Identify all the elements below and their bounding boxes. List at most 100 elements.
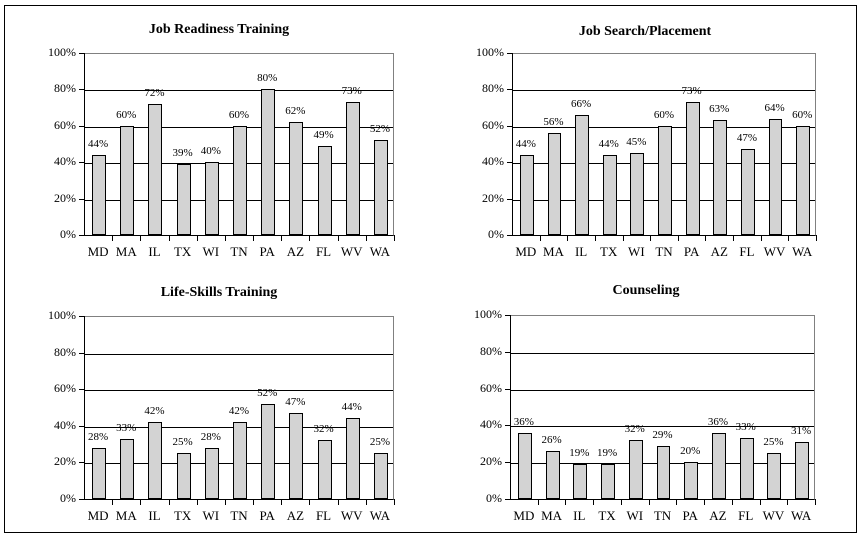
x-tick bbox=[253, 499, 255, 505]
x-category-label: PA bbox=[259, 508, 275, 523]
y-tick-label: 0% bbox=[60, 227, 76, 241]
bar-fl bbox=[317, 440, 332, 499]
x-category-label: MA bbox=[115, 508, 137, 523]
x-category-label: FL bbox=[739, 244, 755, 259]
x-category-label: TX bbox=[173, 244, 192, 259]
y-tick-label: 80% bbox=[54, 81, 76, 96]
figure-frame bbox=[4, 5, 857, 533]
chart-title: Counseling bbox=[612, 283, 680, 298]
x-category-label: WV bbox=[340, 508, 363, 523]
bar-wi bbox=[628, 440, 643, 499]
bar-il bbox=[148, 422, 163, 499]
x-tick bbox=[537, 499, 539, 505]
bar-value-label: 56% bbox=[543, 116, 564, 129]
bar-pa bbox=[261, 89, 276, 235]
bar-value-label: 52% bbox=[257, 386, 278, 399]
x-tick bbox=[622, 235, 624, 241]
x-tick bbox=[593, 499, 595, 505]
x-tick bbox=[365, 499, 367, 505]
x-tick bbox=[309, 235, 311, 241]
bar-value-label: 47% bbox=[736, 132, 757, 145]
plot-area bbox=[505, 315, 816, 505]
y-tick-label: 40% bbox=[54, 154, 76, 169]
y-tick-label: 20% bbox=[482, 190, 504, 205]
y-tick bbox=[507, 162, 513, 164]
gridline bbox=[511, 426, 814, 428]
x-category-label: MD bbox=[515, 244, 537, 259]
x-tick bbox=[704, 499, 706, 505]
x-tick bbox=[788, 235, 790, 241]
bar-value-label: 32% bbox=[313, 423, 334, 436]
x-category-label: MD bbox=[513, 508, 535, 523]
bar-value-label: 80% bbox=[257, 72, 278, 85]
y-tick-label: 80% bbox=[482, 81, 504, 96]
y-tick-label: 40% bbox=[480, 417, 502, 432]
y-tick-label: 60% bbox=[54, 381, 76, 396]
plot-area bbox=[79, 53, 395, 241]
bar-value-label: 19% bbox=[569, 447, 590, 460]
bar-ma bbox=[545, 451, 560, 499]
x-tick bbox=[594, 235, 596, 241]
y-tick bbox=[507, 125, 513, 127]
y-tick-label: 60% bbox=[54, 117, 76, 132]
bar-md bbox=[519, 154, 534, 235]
y-tick bbox=[505, 315, 511, 316]
x-category-label: WV bbox=[763, 244, 786, 259]
x-tick bbox=[365, 235, 367, 241]
bar-value-label: 31% bbox=[791, 424, 812, 437]
gridline bbox=[513, 90, 815, 92]
y-tick-label: 60% bbox=[482, 117, 504, 132]
y-tick-label: 80% bbox=[480, 343, 502, 358]
bar-tx bbox=[602, 154, 617, 235]
x-tick bbox=[816, 235, 817, 241]
chart-title: Job Readiness Training bbox=[148, 22, 290, 37]
bar-value-label: 36% bbox=[707, 415, 729, 428]
y-tick-label: 20% bbox=[54, 454, 76, 469]
bar-tn bbox=[658, 125, 672, 235]
x-category-label: MA bbox=[542, 244, 564, 259]
x-tick bbox=[815, 499, 816, 505]
bar-tx bbox=[176, 164, 191, 235]
x-category-label: PA bbox=[259, 244, 275, 259]
x-category-label: WV bbox=[340, 244, 363, 259]
x-category-label: FL bbox=[738, 508, 754, 523]
bar-value-label: 49% bbox=[313, 128, 334, 141]
x-tick bbox=[168, 235, 170, 241]
y-tick-label: 60% bbox=[480, 380, 502, 395]
x-category-label: WA bbox=[791, 508, 812, 523]
x-category-label: AZ bbox=[286, 508, 305, 523]
x-tick bbox=[567, 235, 569, 241]
bar-value-label: 19% bbox=[596, 447, 618, 460]
x-tick bbox=[620, 499, 622, 505]
y-tick bbox=[79, 462, 85, 464]
x-category-label: WV bbox=[762, 508, 785, 523]
y-tick-label: 0% bbox=[486, 491, 502, 505]
bar-tx bbox=[176, 453, 191, 499]
x-tick bbox=[309, 499, 311, 505]
bar-ma bbox=[547, 133, 562, 235]
bar-fl bbox=[317, 145, 332, 235]
x-tick bbox=[394, 499, 395, 505]
x-tick bbox=[224, 499, 226, 505]
y-tick bbox=[505, 388, 511, 390]
bar-value-label: 40% bbox=[200, 145, 221, 158]
y-tick bbox=[79, 198, 85, 200]
x-tick bbox=[677, 235, 679, 241]
bar-value-label: 62% bbox=[285, 105, 306, 118]
y-tick bbox=[79, 53, 85, 54]
x-tick bbox=[733, 235, 735, 241]
chart-title: Job Search/Placement bbox=[578, 24, 712, 39]
y-tick bbox=[79, 125, 85, 127]
bar-wv bbox=[345, 102, 360, 235]
y-tick bbox=[505, 425, 511, 427]
x-category-label: TN bbox=[230, 508, 248, 523]
x-tick bbox=[539, 235, 541, 241]
x-tick bbox=[140, 235, 142, 241]
bar-value-label: 44% bbox=[515, 137, 536, 150]
x-category-label: WA bbox=[369, 244, 391, 259]
x-category-label: AZ bbox=[709, 508, 727, 523]
bar-value-label: 60% bbox=[116, 108, 137, 121]
y-tick-label: 0% bbox=[488, 227, 504, 241]
bar-md bbox=[92, 447, 107, 499]
bar-value-label: 36% bbox=[513, 415, 534, 428]
